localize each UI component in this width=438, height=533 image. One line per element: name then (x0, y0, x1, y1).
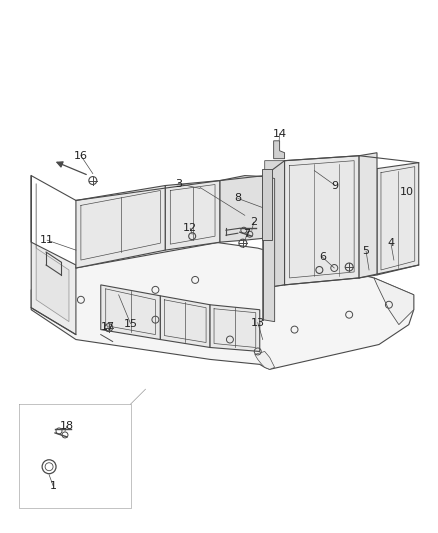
Polygon shape (160, 296, 210, 348)
Polygon shape (262, 168, 272, 240)
Polygon shape (265, 160, 285, 288)
Polygon shape (374, 278, 414, 325)
Text: 2: 2 (250, 217, 258, 227)
Text: 6: 6 (319, 252, 326, 262)
Polygon shape (31, 175, 76, 335)
Polygon shape (210, 305, 260, 351)
Polygon shape (255, 351, 275, 369)
Text: 17: 17 (101, 321, 115, 332)
Polygon shape (36, 183, 69, 321)
Text: 18: 18 (60, 421, 74, 431)
Text: 3: 3 (175, 179, 182, 189)
Text: 4: 4 (387, 238, 395, 248)
Polygon shape (359, 153, 377, 278)
Polygon shape (220, 175, 265, 242)
Polygon shape (101, 285, 160, 340)
Polygon shape (377, 163, 419, 275)
Polygon shape (76, 185, 165, 268)
Text: 12: 12 (183, 223, 197, 233)
Text: 9: 9 (332, 181, 339, 190)
Polygon shape (31, 240, 414, 369)
Polygon shape (274, 141, 285, 159)
Text: 13: 13 (251, 318, 265, 328)
Text: 1: 1 (49, 481, 57, 490)
Text: 16: 16 (74, 151, 88, 161)
Text: 15: 15 (124, 319, 138, 329)
Text: 10: 10 (400, 188, 414, 197)
Text: 14: 14 (272, 129, 287, 139)
Polygon shape (263, 175, 275, 321)
Text: 11: 11 (40, 235, 54, 245)
Text: 5: 5 (363, 246, 370, 256)
Polygon shape (285, 156, 359, 285)
Polygon shape (165, 181, 220, 250)
Text: 8: 8 (234, 193, 241, 204)
Text: 7: 7 (243, 229, 251, 239)
